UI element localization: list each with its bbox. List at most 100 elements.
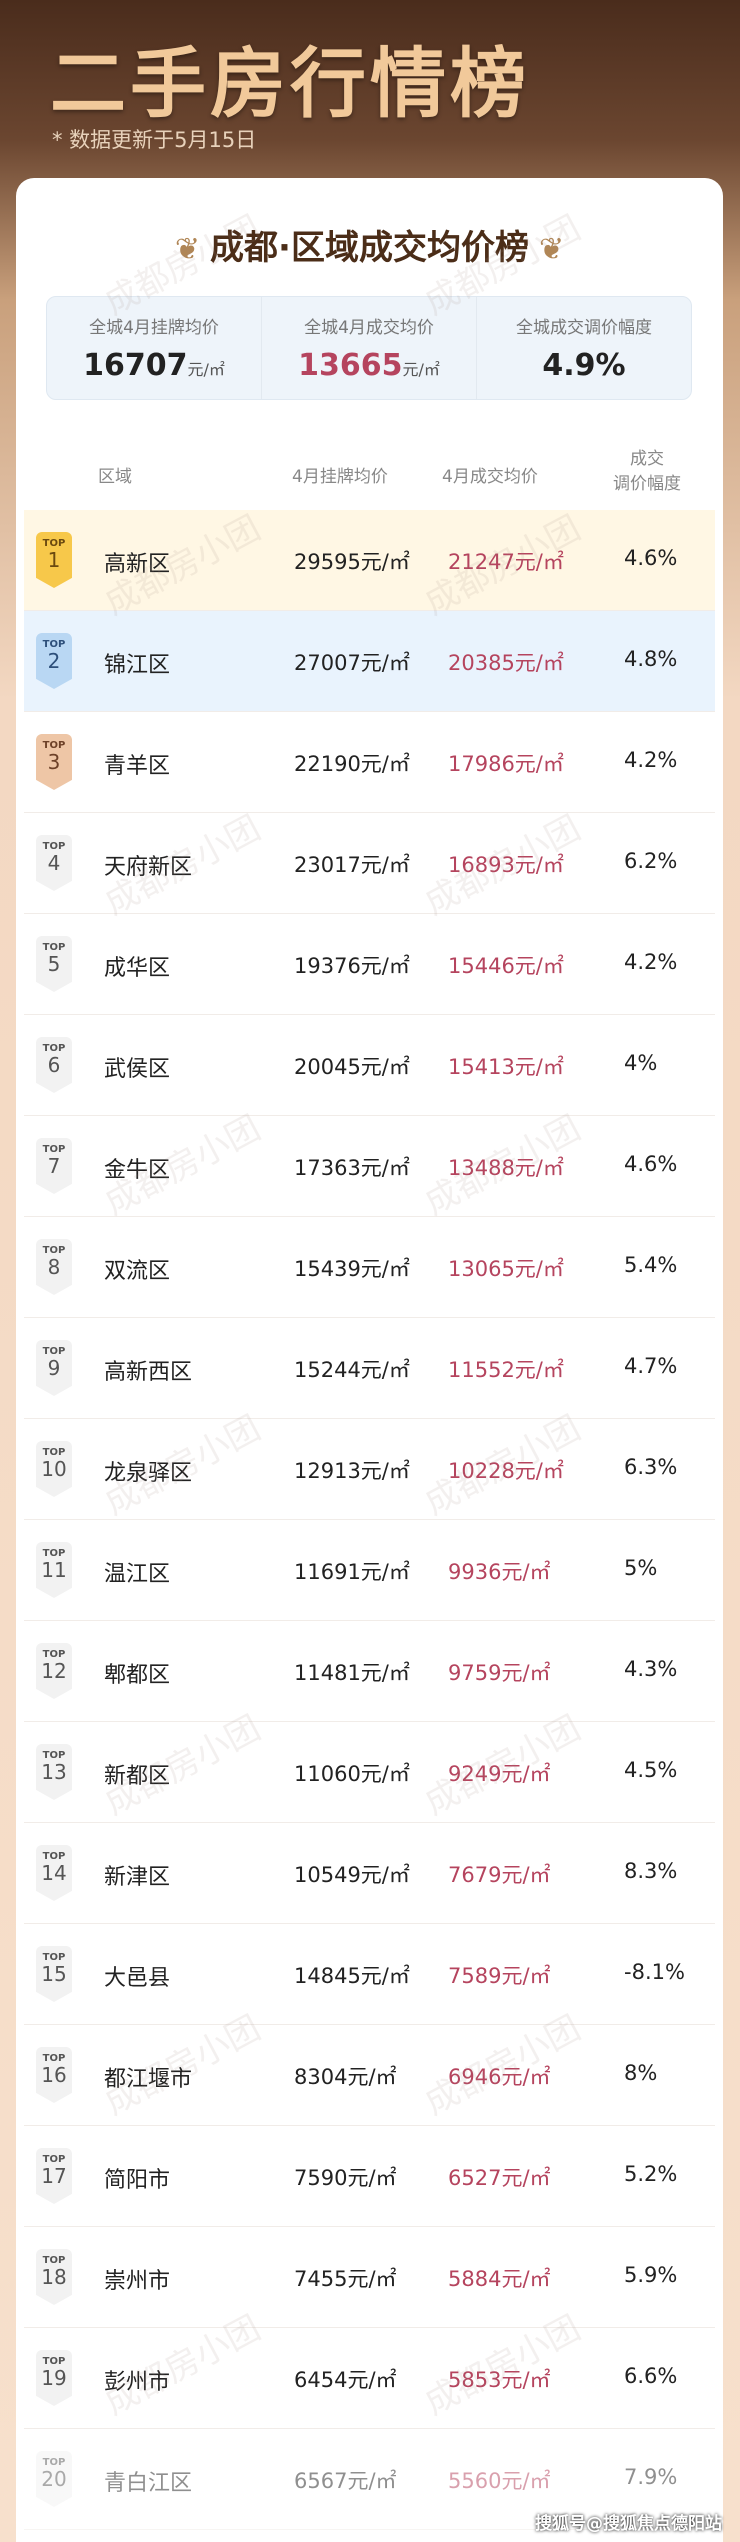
price-change: 8% (624, 2061, 658, 2085)
rank-badge: TOP 4 (36, 835, 72, 891)
listing-price: 15439元/㎡ (294, 1257, 410, 1281)
rank-number: 16 (41, 2063, 67, 2087)
rank-number: 9 (47, 1356, 61, 1380)
rank-badge: TOP 1 (36, 532, 72, 588)
listing-price: 17363元/㎡ (294, 1156, 410, 1180)
rank-badge-prefix: TOP (42, 1144, 66, 1155)
deal-price: 16893元/㎡ (448, 853, 564, 877)
rank-number: 1 (47, 548, 61, 572)
table-row: TOP 7 金牛区 17363元/㎡ 13488元/㎡ 4.6% (24, 1116, 715, 1217)
rank-badge-prefix: TOP (42, 1649, 66, 1660)
rank-badge-prefix: TOP (42, 639, 66, 650)
col-region: 区域 (98, 467, 132, 487)
price-change: 5% (624, 1556, 658, 1580)
rank-number: 7 (47, 1154, 61, 1178)
listing-price: 12913元/㎡ (294, 1459, 410, 1483)
listing-price: 23017元/㎡ (294, 853, 410, 877)
summary-value: 13665 (298, 348, 403, 383)
listing-price: 7455元/㎡ (294, 2267, 397, 2291)
listing-price: 14845元/㎡ (294, 1964, 410, 1988)
deal-price: 15446元/㎡ (448, 954, 564, 978)
table-header: 区域 4月挂牌均价 4月成交均价 成交 调价幅度 (16, 440, 723, 510)
rank-badge-prefix: TOP (42, 1750, 66, 1761)
rank-badge: TOP 11 (36, 1542, 72, 1598)
deal-price: 13065元/㎡ (448, 1257, 564, 1281)
rank-badge-prefix: TOP (42, 1952, 66, 1963)
table-row: TOP 14 新津区 10549元/㎡ 7679元/㎡ 8.3% (24, 1823, 715, 1924)
listing-price: 10549元/㎡ (294, 1863, 410, 1887)
rank-number: 15 (41, 1962, 67, 1986)
table-row: TOP 6 武侯区 20045元/㎡ 15413元/㎡ 4% (24, 1015, 715, 1116)
price-change: 4% (624, 1051, 658, 1075)
summary-listing: 全城4月挂牌均价 16707元/㎡ (47, 297, 262, 399)
rank-badge: TOP 18 (36, 2249, 72, 2305)
rank-badge-prefix: TOP (42, 2053, 66, 2064)
rank-badge-prefix: TOP (42, 2255, 66, 2266)
region-name: 新津区 (104, 1865, 171, 1890)
rank-badge: TOP 15 (36, 1946, 72, 2002)
deal-price: 5560元/㎡ (448, 2469, 551, 2493)
region-name: 双流区 (104, 1259, 171, 1284)
listing-price: 15244元/㎡ (294, 1358, 410, 1382)
region-name: 崇州市 (104, 2269, 171, 2294)
table-row: TOP 2 锦江区 27007元/㎡ 20385元/㎡ 4.8% (24, 611, 715, 712)
page-title: 二手房行情榜 (50, 39, 530, 128)
listing-price: 11060元/㎡ (294, 1762, 410, 1786)
rank-badge-prefix: TOP (42, 2457, 66, 2468)
rank-number: 2 (47, 649, 61, 673)
update-note: * 数据更新于5月15日 (52, 128, 257, 152)
rank-badge: TOP 3 (36, 734, 72, 790)
price-change: 4.8% (624, 647, 678, 671)
rank-badge: TOP 19 (36, 2350, 72, 2406)
rank-number: 3 (47, 750, 61, 774)
deal-price: 15413元/㎡ (448, 1055, 564, 1079)
table-row: TOP 1 高新区 29595元/㎡ 21247元/㎡ 4.6% (24, 510, 715, 611)
rank-badge-prefix: TOP (42, 2356, 66, 2367)
table-row: TOP 4 天府新区 23017元/㎡ 16893元/㎡ 6.2% (24, 813, 715, 914)
rank-badge: TOP 14 (36, 1845, 72, 1901)
summary-deal: 全城4月成交均价 13665元/㎡ (262, 297, 477, 399)
price-change: 8.3% (624, 1859, 678, 1883)
rank-number: 10 (41, 1457, 67, 1481)
summary-change: 全城成交调价幅度 4.9% (477, 297, 691, 399)
region-name: 彭州市 (104, 2370, 171, 2395)
rank-number: 18 (41, 2265, 67, 2289)
price-change: 7.9% (624, 2465, 678, 2489)
col-change: 成交 调价幅度 (613, 449, 681, 494)
price-change: 6.2% (624, 849, 678, 873)
rank-badge: TOP 17 (36, 2148, 72, 2204)
price-change: 4.6% (624, 1152, 678, 1176)
rank-badge: TOP 5 (36, 936, 72, 992)
region-name: 高新西区 (104, 1360, 193, 1385)
rank-badge-prefix: TOP (42, 2154, 66, 2165)
table-row: TOP 19 彭州市 6454元/㎡ 5853元/㎡ 6.6% (24, 2328, 715, 2429)
deal-price: 6946元/㎡ (448, 2065, 551, 2089)
rank-badge-prefix: TOP (42, 1447, 66, 1458)
price-change: 6.3% (624, 1455, 678, 1479)
region-name: 新都区 (104, 1764, 171, 1789)
rank-number: 14 (41, 1861, 67, 1885)
laurel-left-icon: ❦ (174, 232, 201, 267)
table-row: TOP 13 新都区 11060元/㎡ 9249元/㎡ 4.5% (24, 1722, 715, 1823)
listing-price: 22190元/㎡ (294, 752, 410, 776)
table-row: TOP 8 双流区 15439元/㎡ 13065元/㎡ 5.4% (24, 1217, 715, 1318)
price-change: 6.6% (624, 2364, 678, 2388)
summary-label: 全城4月成交均价 (304, 318, 434, 338)
price-change: 4.6% (624, 546, 678, 570)
source-watermark: 搜狐号@搜狐焦点德阳站 (535, 2514, 722, 2534)
summary-unit: 元/㎡ (187, 360, 225, 379)
table-row: TOP 11 温江区 11691元/㎡ 9936元/㎡ 5% (24, 1520, 715, 1621)
rank-badge-prefix: TOP (42, 942, 66, 953)
region-name: 金牛区 (104, 1158, 171, 1183)
deal-price: 5853元/㎡ (448, 2368, 551, 2392)
price-change: 5.4% (624, 1253, 678, 1277)
deal-price: 9936元/㎡ (448, 1560, 551, 1584)
city-summary: 全城4月挂牌均价 16707元/㎡ 全城4月成交均价 13665元/㎡ 全城成交… (46, 296, 692, 400)
summary-unit: 元/㎡ (402, 360, 440, 379)
listing-price: 29595元/㎡ (294, 550, 410, 574)
region-name: 都江堰市 (104, 2067, 193, 2092)
rank-badge: TOP 13 (36, 1744, 72, 1800)
region-name: 大邑县 (104, 1966, 171, 1991)
ranking-card: ❦ 成都·区域成交均价榜 ❦ 全城4月挂牌均价 16707元/㎡ 全城4月成交均价 … (16, 178, 723, 2542)
rank-badge-prefix: TOP (42, 740, 66, 751)
